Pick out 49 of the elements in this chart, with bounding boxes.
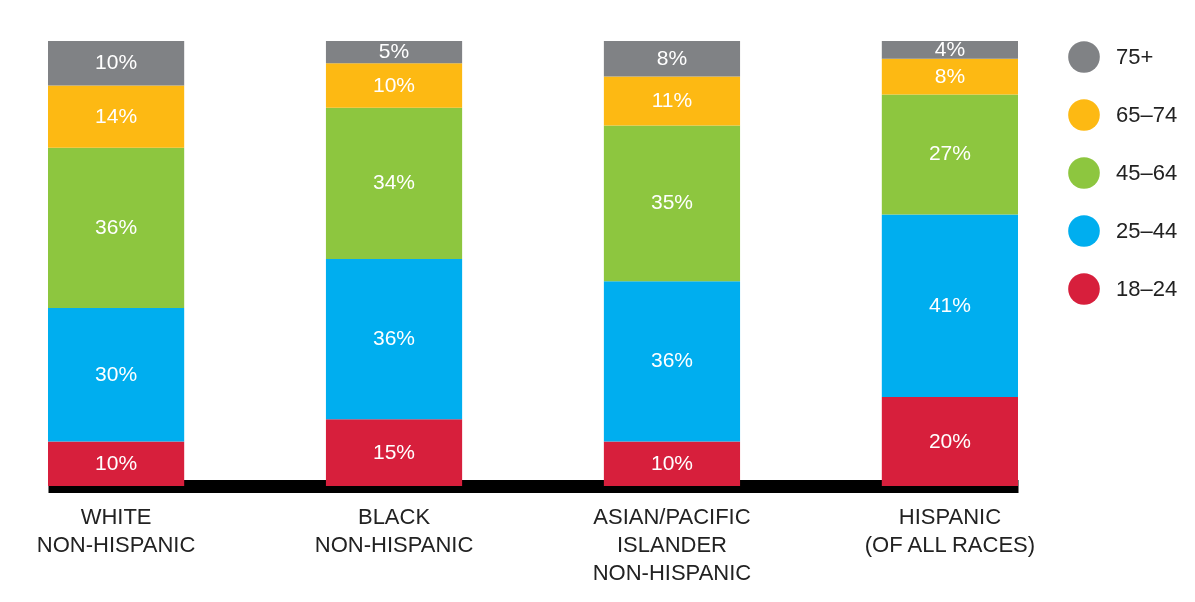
data-label: 36% [95, 214, 138, 238]
bar [48, 308, 185, 442]
bar [48, 41, 185, 86]
bar [325, 419, 463, 486]
bar [325, 63, 463, 108]
x-tick-label: HISPANIC (OF ALL RACES) [864, 503, 1036, 557]
bar [603, 281, 741, 442]
bar [603, 41, 741, 77]
data-label: 5% [378, 39, 410, 63]
bar [603, 441, 741, 486]
bar [325, 259, 463, 420]
data-label: 41% [928, 292, 971, 316]
data-label: 15% [373, 439, 416, 463]
data-label: 30% [95, 361, 138, 385]
bar [603, 76, 741, 126]
x-tick-label: BLACK NON-HISPANIC [314, 503, 474, 557]
data-label: 36% [650, 348, 693, 372]
bar [881, 214, 1018, 397]
data-label: 34% [373, 170, 416, 194]
data-label: 14% [95, 103, 138, 127]
data-label: 36% [373, 326, 416, 350]
data-label: 10% [373, 72, 416, 96]
bar [48, 85, 185, 148]
legend-label: 18–24 [1116, 276, 1178, 301]
data-label: 35% [650, 190, 693, 214]
x-tick-label: ASIAN/PACIFIC ISLANDER NON-HISPANIC [592, 503, 752, 585]
data-label: 8% [656, 45, 688, 69]
legend-label: 65–74 [1116, 102, 1178, 127]
bar [881, 58, 1018, 95]
data-label: 10% [95, 450, 138, 474]
legend-label: 45–64 [1116, 160, 1178, 185]
bar [881, 94, 1018, 215]
data-label: 27% [928, 141, 971, 165]
bar [881, 397, 1018, 486]
data-label: 4% [934, 36, 966, 60]
bar [48, 441, 185, 486]
bar [48, 147, 185, 308]
legend-label: 25–44 [1116, 218, 1178, 243]
x-tick-label: WHITE NON-HISPANIC [36, 503, 196, 557]
data-label: 8% [934, 63, 966, 87]
bar [325, 107, 463, 260]
bar [325, 41, 463, 64]
data-label: 20% [928, 428, 971, 452]
legend-label: 75+ [1116, 44, 1154, 69]
bar [881, 41, 1018, 59]
data-label: 11% [651, 88, 693, 112]
bar [603, 125, 741, 282]
data-label: 10% [650, 450, 693, 474]
data-label: 10% [95, 50, 138, 74]
